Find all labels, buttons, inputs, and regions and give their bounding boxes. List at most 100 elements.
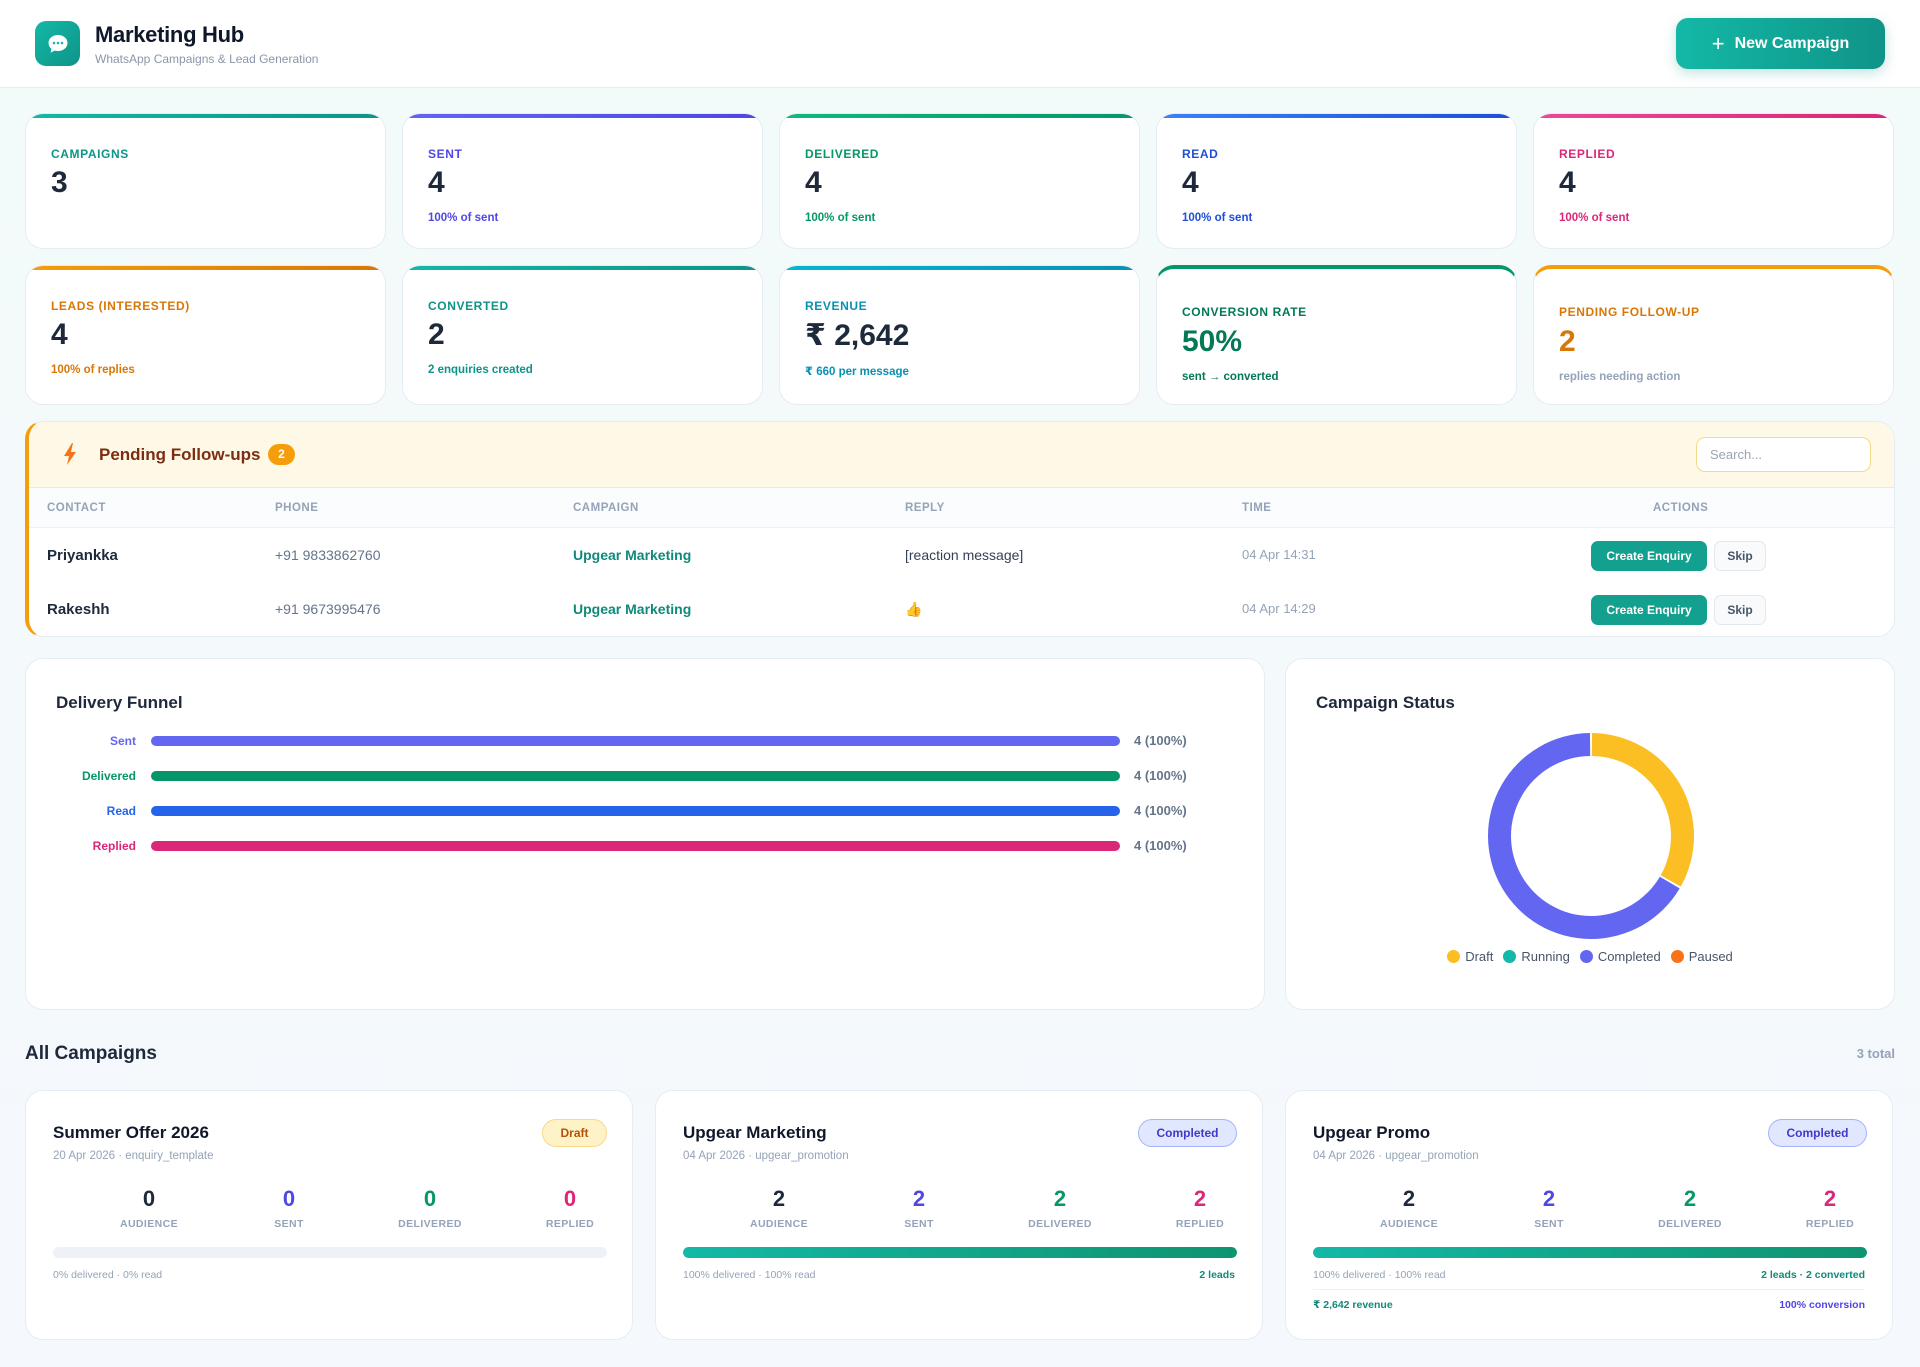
funnel-label-delivered: Delivered [81, 769, 136, 783]
campaign-metric: 0 SENT [229, 1186, 349, 1230]
legend-label: Paused [1688, 949, 1733, 964]
followups-table-header: CONTACT PHONE CAMPAIGN REPLY TIME ACTION… [29, 488, 1894, 528]
contact-phone: +91 9673995476 [275, 601, 381, 617]
stat-accent-bar [780, 266, 1139, 270]
stat-value: 4 [1182, 166, 1199, 199]
pending-followups-panel: Pending Follow-ups 2 CONTACT PHONE CAMPA… [25, 421, 1895, 637]
legend-item-draft[interactable]: Draft [1447, 949, 1493, 964]
campaign-metric: 2 AUDIENCE [1349, 1186, 1469, 1230]
campaign-meta: 20 Apr 2026 · enquiry_template [53, 1150, 214, 1162]
delivery-progress-fill [1313, 1247, 1867, 1258]
campaign-meta: 04 Apr 2026 · upgear_promotion [683, 1150, 849, 1162]
legend-label: Completed [1597, 949, 1661, 964]
stat-label: READ [1182, 147, 1219, 161]
campaign-conversion: 100% conversion [1779, 1299, 1865, 1311]
followups-title: Pending Follow-ups [99, 445, 261, 464]
column-header-campaign: CAMPAIGN [573, 502, 639, 514]
campaign-leads-summary: 2 leads · 2 converted [1761, 1269, 1865, 1281]
metric-label: REPLIED [545, 1218, 595, 1230]
metric-value: 2 [1683, 1186, 1697, 1211]
legend-item-completed[interactable]: Completed [1579, 949, 1661, 964]
campaign-status-panel: Campaign Status Draft Running Completed Pau… [1285, 658, 1895, 1010]
stat-card-leads-interested: LEADS (INTERESTED) 4 100% of replies [25, 265, 386, 405]
funnel-bar-fill-sent [151, 736, 1120, 746]
stat-subtext: 100% of sent [1559, 212, 1630, 224]
chart-legend: Draft Running Completed Paused [1286, 949, 1894, 964]
app-title: Marketing Hub [95, 22, 244, 47]
reply-text: [reaction message] [905, 547, 1024, 563]
skip-button[interactable]: Skip [1714, 541, 1766, 571]
stat-label: CAMPAIGNS [51, 147, 129, 161]
campaign-name: Upgear Marketing [683, 1123, 827, 1142]
funnel-value: 4 (100%) [1134, 803, 1187, 818]
legend-item-paused[interactable]: Paused [1670, 949, 1733, 964]
followups-search-input[interactable] [1696, 437, 1871, 472]
funnel-label-replied: Replied [92, 839, 136, 853]
status-badge: Completed [1138, 1119, 1237, 1147]
legend-item-running[interactable]: Running [1503, 949, 1570, 964]
metric-value: 2 [1823, 1186, 1837, 1211]
delivery-funnel-panel: Delivery Funnel Sent 4 (100%) Delivered 4 (… [25, 658, 1265, 1010]
stat-label: PENDING FOLLOW-UP [1559, 305, 1700, 319]
metric-label: DELIVERED [398, 1218, 462, 1230]
campaign-delivery-summary: 100% delivered · 100% read [683, 1269, 816, 1281]
campaigns-total-count: 3 total [1856, 1046, 1895, 1061]
delivery-progress-bar [1313, 1247, 1867, 1258]
campaign-status-donut-chart [1488, 733, 1694, 939]
stat-subtext: 100% of sent [805, 212, 876, 224]
stat-accent-bar [403, 114, 762, 118]
campaign-card[interactable]: Upgear Marketing 04 Apr 2026 · upgear_pro… [655, 1090, 1263, 1340]
delivery-progress-fill [683, 1247, 1237, 1258]
lightning-icon [62, 442, 78, 472]
legend-swatch [1503, 950, 1517, 963]
donut-slice-draft[interactable] [1591, 733, 1694, 887]
metric-label: SENT [274, 1218, 304, 1230]
campaign-card[interactable]: Upgear Promo 04 Apr 2026 · upgear_promoti… [1285, 1090, 1893, 1340]
campaign-link[interactable]: Upgear Marketing [573, 547, 692, 563]
all-campaigns-title: All Campaigns [25, 1043, 157, 1064]
campaign-card[interactable]: Summer Offer 2026 20 Apr 2026 · enquiry_t… [25, 1090, 633, 1340]
funnel-title: Delivery Funnel [56, 693, 183, 712]
stat-accent-bar [26, 114, 385, 118]
stat-accent-bar [780, 114, 1139, 118]
funnel-bar-fill-read [151, 806, 1120, 816]
funnel-bar-track [151, 806, 1120, 816]
metric-value: 2 [1542, 1186, 1556, 1211]
status-badge: Completed [1768, 1119, 1867, 1147]
stat-card-conversion-rate: CONVERSION RATE 50% sent → converted [1156, 265, 1517, 405]
create-enquiry-button[interactable]: Create Enquiry [1591, 595, 1707, 625]
stat-label: LEADS (INTERESTED) [51, 299, 190, 313]
skip-button[interactable]: Skip [1714, 595, 1766, 625]
metric-value: 0 [563, 1186, 577, 1211]
funnel-bar-fill-delivered [151, 771, 1120, 781]
create-enquiry-button[interactable]: Create Enquiry [1591, 541, 1707, 571]
app-subtitle: WhatsApp Campaigns & Lead Generation [95, 52, 319, 66]
legend-label: Running [1521, 949, 1570, 964]
column-header-actions: ACTIONS [1653, 502, 1709, 514]
column-header-phone: PHONE [275, 502, 319, 514]
stat-label: REVENUE [805, 299, 868, 313]
stat-accent-bar [1157, 114, 1516, 118]
new-campaign-button[interactable]: + New Campaign [1676, 18, 1885, 69]
stat-value: 4 [805, 166, 822, 199]
stat-label: CONVERSION RATE [1182, 305, 1307, 319]
stat-value: 2 [1559, 325, 1576, 358]
stat-subtext: ₹ 660 per message [805, 366, 909, 378]
funnel-bar-fill-replied [151, 841, 1120, 851]
reply-text: 👍 [905, 601, 923, 617]
delivery-progress-bar [53, 1247, 607, 1258]
stat-card-read: READ 4 100% of sent [1156, 113, 1517, 249]
stat-card-pending-follow-up: PENDING FOLLOW-UP 2 replies needing action [1533, 265, 1894, 405]
top-header: Marketing Hub WhatsApp Campaigns & Lead … [0, 0, 1920, 88]
stat-card-converted: CONVERTED 2 2 enquiries created [402, 265, 763, 405]
stat-card-delivered: DELIVERED 4 100% of sent [779, 113, 1140, 249]
metric-value: 0 [423, 1186, 437, 1211]
campaign-metric: 2 REPLIED [1770, 1186, 1890, 1230]
stat-value: 4 [428, 166, 445, 199]
stat-value: 4 [51, 318, 68, 351]
metric-value: 2 [912, 1186, 926, 1211]
campaign-metric: 0 REPLIED [510, 1186, 630, 1230]
divider [1313, 1289, 1865, 1290]
campaign-status-title: Campaign Status [1316, 693, 1455, 712]
campaign-link[interactable]: Upgear Marketing [573, 601, 692, 617]
